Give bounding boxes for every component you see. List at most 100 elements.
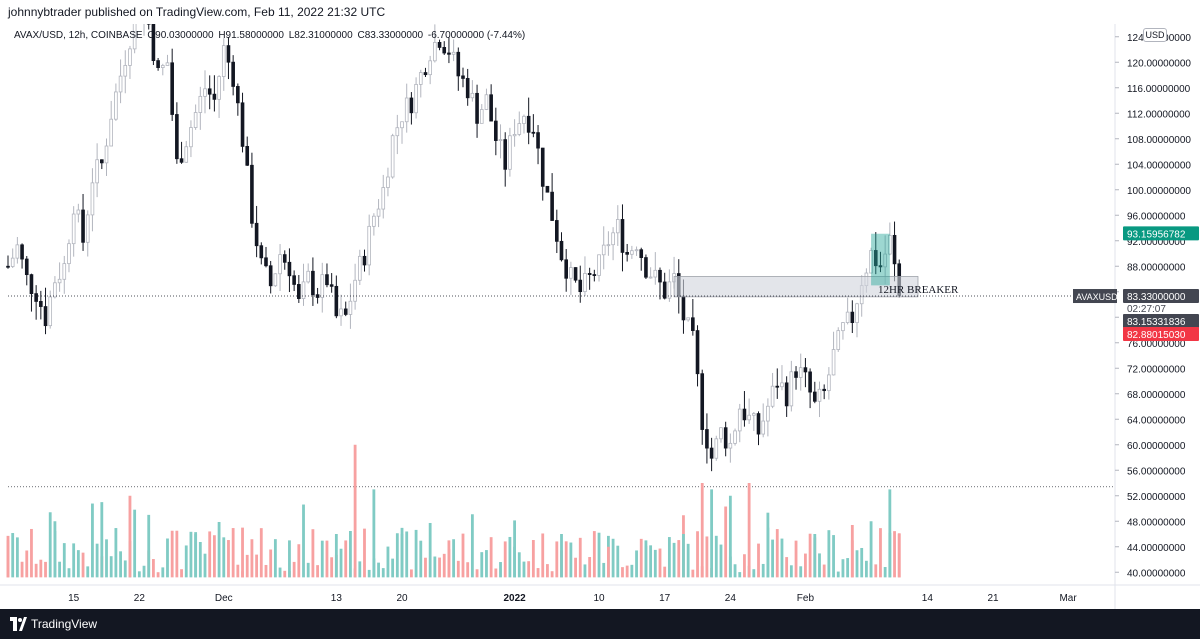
candle-body <box>160 65 165 68</box>
price-tick-label: 112.00000000 <box>1127 109 1191 120</box>
candle-body <box>29 274 34 295</box>
volume-bar <box>550 571 554 578</box>
price-tick-label: 68.00000000 <box>1127 390 1186 401</box>
candle-body <box>475 92 479 124</box>
candle-body <box>123 65 128 77</box>
volume-bar <box>105 539 108 578</box>
volume-bar <box>546 564 549 578</box>
volume-bar <box>611 538 615 578</box>
candle-body <box>517 123 522 135</box>
candle-body <box>508 135 512 170</box>
candle-body <box>306 270 311 283</box>
volume-bar <box>147 514 151 578</box>
candle-body <box>526 115 531 133</box>
volume-bar <box>832 535 835 578</box>
volume-bar <box>574 557 577 578</box>
price-tick-label: 72.00000000 <box>1127 364 1186 375</box>
candle-body <box>470 92 475 99</box>
candle-body <box>494 120 498 141</box>
volume-bar <box>198 541 202 578</box>
candle-body <box>264 257 268 267</box>
volume-bar <box>269 549 273 578</box>
volume-bar <box>306 562 310 578</box>
candle-body <box>268 265 273 287</box>
volume-bar <box>747 483 751 578</box>
candle-body <box>555 220 559 242</box>
volume-bar <box>724 506 728 578</box>
volume-bar <box>194 534 198 578</box>
volume-bar <box>602 562 606 578</box>
volume-bar <box>517 552 521 578</box>
currency-badge[interactable]: USD <box>1143 28 1167 42</box>
candle-body <box>850 311 855 324</box>
volume-bar <box>395 533 399 578</box>
candle-body <box>597 254 601 276</box>
candle-body <box>325 274 329 286</box>
volume-bar <box>485 550 488 578</box>
volume-bar <box>813 534 817 578</box>
volume-bar <box>714 535 718 578</box>
time-tick-label: 15 <box>68 593 80 604</box>
time-tick-label: 20 <box>396 593 408 604</box>
volume-bar <box>799 566 803 578</box>
top-bar: johnnybtrader published on TradingView.c… <box>0 0 1200 24</box>
candle-body <box>212 93 217 100</box>
volume-bar <box>818 553 821 578</box>
price-tick-label: 108.00000000 <box>1127 135 1191 146</box>
volume-bar <box>391 558 395 578</box>
candle-body <box>700 373 705 430</box>
candle-body <box>184 146 189 163</box>
candle-body <box>606 244 611 247</box>
time-tick-label: Feb <box>797 593 815 604</box>
volume-bar <box>334 534 338 578</box>
footer-brand: TradingView <box>31 617 98 631</box>
candle-body <box>409 97 414 114</box>
candle-body <box>447 52 451 55</box>
candle-body <box>170 62 174 115</box>
chart-area[interactable]: 124.00000000120.00000000116.00000000112.… <box>0 24 1200 609</box>
volume-bar <box>353 444 357 578</box>
volume-bar <box>757 543 760 578</box>
volume-bar <box>339 548 343 578</box>
candle-body <box>831 349 836 376</box>
candle-body <box>658 269 662 283</box>
volume-bar <box>855 550 859 578</box>
candlestick-chart[interactable]: 124.00000000120.00000000116.00000000112.… <box>0 24 1200 609</box>
candle-body <box>343 308 348 315</box>
volume-bar <box>597 532 601 578</box>
volume-bar <box>20 561 24 578</box>
volume-bar <box>564 541 568 578</box>
breaker-zone-label: 12HR BREAKER <box>878 284 959 296</box>
volume-bar <box>789 565 793 578</box>
candle-body <box>57 278 62 284</box>
volume-bar <box>771 539 774 578</box>
volume-bar <box>649 545 653 578</box>
price-tick-label: 60.00000000 <box>1127 441 1186 452</box>
price-tick-label: 48.00000000 <box>1127 517 1186 528</box>
candle-body <box>770 385 775 407</box>
candle-body <box>451 51 456 55</box>
volume-bar <box>691 569 695 578</box>
volume-bar <box>273 539 277 578</box>
volume-bar <box>531 540 535 578</box>
candle-body <box>728 442 733 449</box>
candle-body <box>705 429 709 449</box>
volume-bar <box>644 540 648 578</box>
volume-bar <box>400 534 404 578</box>
candle-body <box>156 60 160 68</box>
candle-body <box>15 244 20 259</box>
volume-bar <box>827 530 831 578</box>
volume-bar <box>208 531 212 578</box>
price-tick-label: 96.00000000 <box>1127 211 1186 222</box>
candle-body <box>784 382 789 407</box>
price-label-red: 82.88015030 <box>1127 330 1186 341</box>
candle-body <box>217 76 221 100</box>
candle-body <box>43 306 48 327</box>
candle-body <box>292 275 296 285</box>
volume-bar <box>766 527 770 578</box>
candle-body <box>625 251 629 255</box>
volume-bar <box>869 521 873 578</box>
candle-body <box>442 47 447 54</box>
publisher-line: johnnybtrader published on TradingView.c… <box>8 5 386 19</box>
volume-bar <box>349 530 352 578</box>
